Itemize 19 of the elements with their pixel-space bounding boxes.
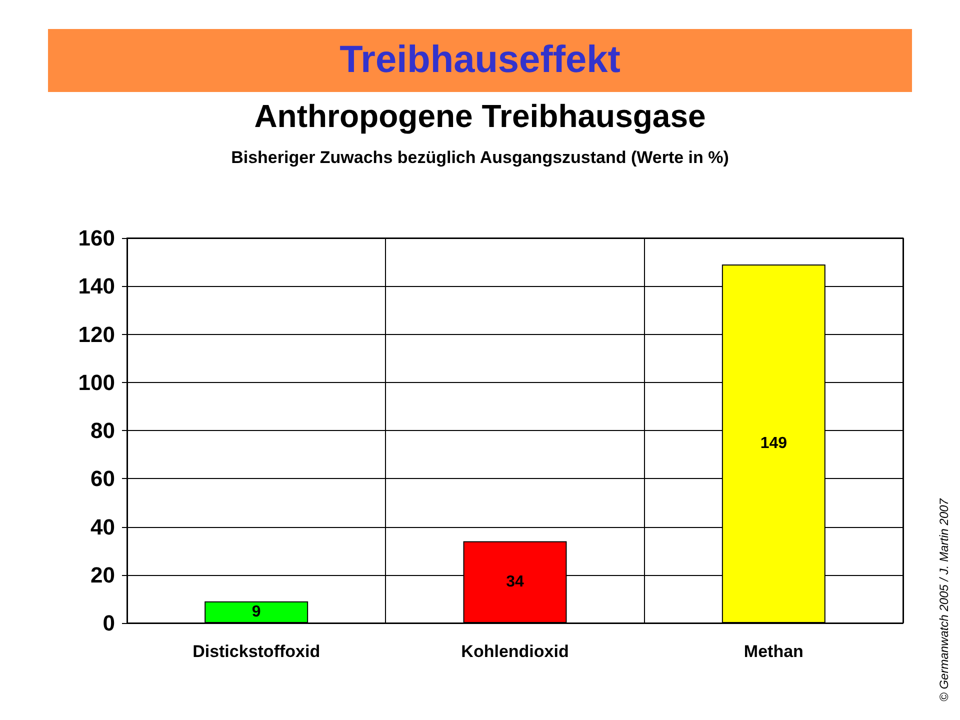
- y-tick-label: 100: [78, 370, 115, 395]
- y-tick-label: 160: [78, 226, 115, 250]
- chart-subtitle: Anthropogene Treibhausgase: [253, 98, 707, 135]
- text: © Germanwatch 2005 / J. Martin 2007: [937, 498, 951, 702]
- y-tick-label: 140: [78, 274, 115, 299]
- y-tick-label: 20: [90, 562, 115, 588]
- chart-title: Treibhauseffekt: [48, 29, 912, 92]
- x-tick-label: Distickstoffoxid: [192, 642, 320, 661]
- y-tick-label: 0: [102, 610, 115, 636]
- x-tick-label: Methan: [744, 642, 804, 661]
- y-tick-label: 40: [90, 514, 115, 540]
- x-tick-label: Kohlendioxid: [461, 642, 569, 661]
- y-tick-label: 120: [78, 322, 115, 347]
- y-tick-label: 80: [90, 418, 115, 443]
- data-label: 9: [252, 604, 261, 621]
- y-tick-label: 60: [90, 466, 115, 492]
- data-label: 34: [506, 574, 524, 591]
- data-label: 149: [760, 435, 788, 452]
- y-axis-title: Bisheriger Zuwachs bezüglich Ausgangszustand (Werte in %): [230, 148, 730, 168]
